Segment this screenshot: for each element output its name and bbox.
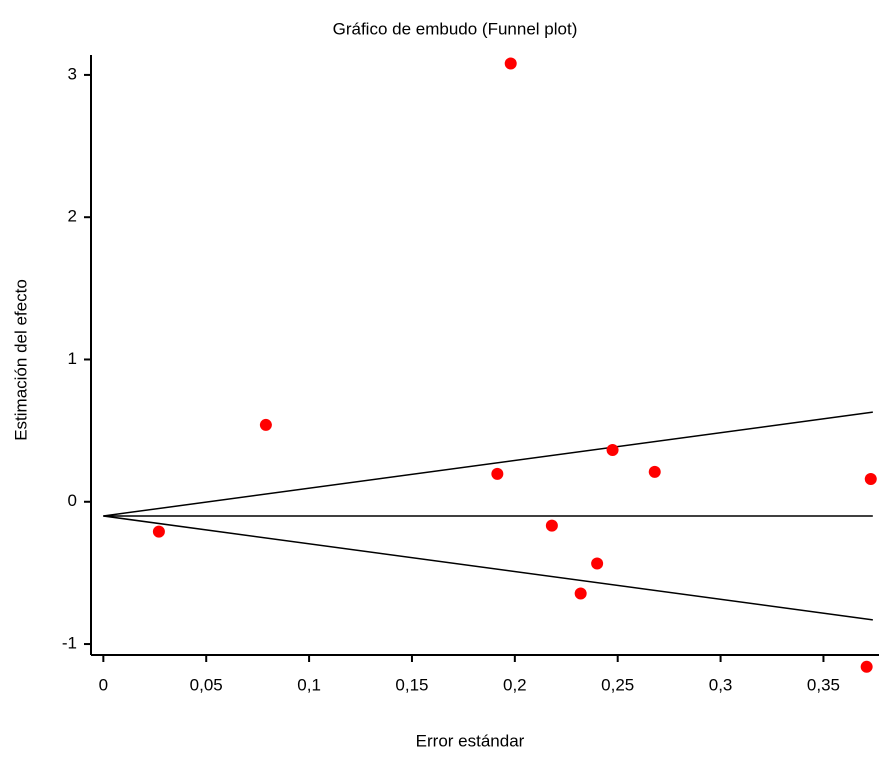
x-axis-label: Error estándar <box>416 731 525 750</box>
x-tick-label: 0,1 <box>297 675 321 694</box>
point <box>591 557 604 570</box>
point <box>259 418 272 431</box>
y-tick-label: 2 <box>68 207 77 226</box>
x-tick-label: 0,15 <box>395 675 428 694</box>
point <box>648 465 661 478</box>
point <box>574 587 587 600</box>
x-tick-label: 0,2 <box>503 675 527 694</box>
funnel-upper <box>103 411 873 517</box>
x-tick-label: 0 <box>99 675 108 694</box>
chart-title: Gráfico de embudo (Funnel plot) <box>333 19 578 38</box>
point <box>504 57 517 70</box>
point <box>864 472 877 485</box>
funnel-lower <box>103 515 873 621</box>
point <box>860 660 873 673</box>
y-axis-label: Estimación del efecto <box>11 279 30 441</box>
x-tick-label: 0,3 <box>709 675 733 694</box>
point <box>491 467 504 480</box>
x-tick-label: 0,25 <box>601 675 634 694</box>
point <box>545 519 558 532</box>
point <box>152 525 165 538</box>
point <box>606 443 619 456</box>
x-tick-label: 0,05 <box>190 675 223 694</box>
y-tick-label: 3 <box>68 64 77 83</box>
y-tick-label: 1 <box>68 349 77 368</box>
y-tick-label: -1 <box>62 634 77 653</box>
y-tick-label: 0 <box>68 491 77 510</box>
x-tick-label: 0,35 <box>807 675 840 694</box>
